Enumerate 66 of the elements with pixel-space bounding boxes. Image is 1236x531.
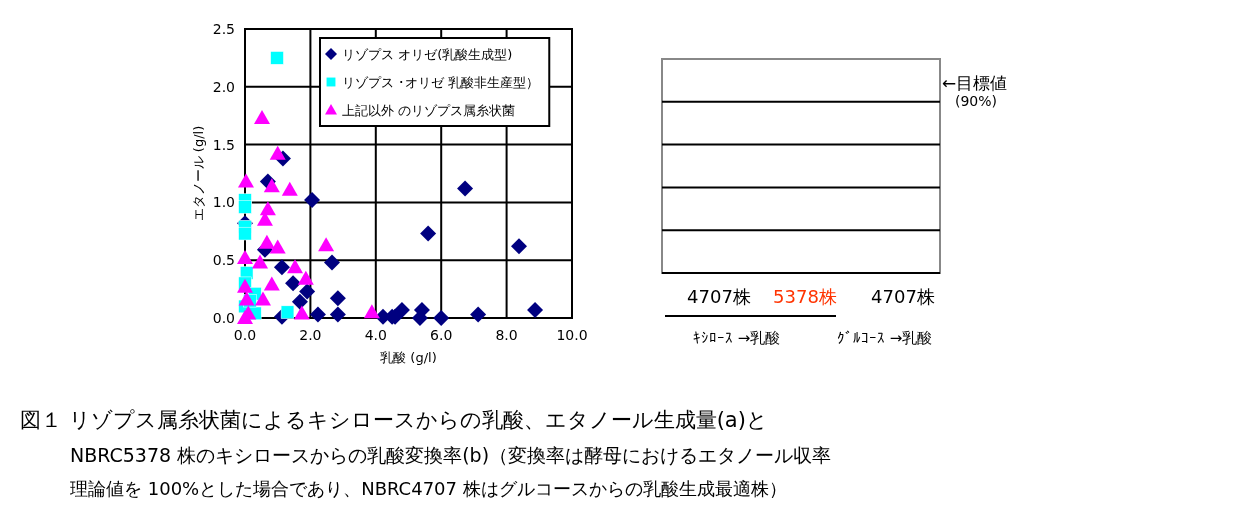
point (287, 259, 304, 274)
category-label: 5378株 (773, 286, 837, 307)
point (433, 310, 450, 326)
x-tick-label: 6.0 (430, 327, 453, 343)
point (263, 276, 280, 291)
point (238, 226, 252, 241)
point (258, 234, 275, 249)
text: ｸﾞﾙｺｰｽ →乳酸 (837, 329, 933, 347)
caption: 図１ リゾプス属糸状菌によるキシロースからの乳酸、エタノール生成量(a)と (20, 408, 768, 432)
point (281, 181, 298, 196)
x-axis-title: 乳酸 (g/l) (380, 350, 437, 365)
x-tick-label: 10.0 (556, 327, 588, 343)
text: 理論値を 100%とした場合であり、NBRC4707 株はグルコースからの乳酸生成最適株） (70, 478, 787, 499)
category-label: 4707株 (687, 286, 751, 307)
y-tick-label: 2.5 (212, 21, 235, 37)
point (304, 192, 321, 209)
text: NBRC5378 株のキシロースからの乳酸変換率(b)（変換率は酵母におけるエタノール収率 (70, 444, 832, 466)
legend-label: リゾプス オリゼ(乳酸生成型) (342, 47, 513, 62)
point (273, 259, 290, 276)
point (309, 306, 326, 323)
x-tick-label: 8.0 (495, 327, 518, 343)
point (252, 254, 269, 269)
point (323, 254, 340, 271)
point (254, 291, 271, 306)
point (393, 301, 410, 318)
x-tick-label: 4.0 (364, 327, 387, 343)
y-axis-title: エタノール (g/l) (191, 125, 206, 222)
y-tick-label: 1.0 (212, 194, 235, 211)
point (280, 305, 295, 319)
point (299, 283, 316, 300)
point (237, 310, 253, 324)
text: (90%) (955, 93, 998, 109)
point (297, 270, 314, 285)
point (237, 173, 254, 188)
point (269, 145, 286, 160)
y-tick-label: 0.5 (212, 252, 235, 269)
legend-label: 上記以外 のリゾプス属糸状菌 (342, 103, 516, 118)
point (269, 239, 286, 254)
point (291, 293, 308, 310)
point (363, 304, 380, 319)
point (318, 237, 335, 252)
point (263, 178, 280, 193)
text: ←目標値 (942, 73, 1008, 93)
legend-label: リゾプス ･オリゼ 乳酸非生産型） (342, 75, 540, 90)
point (270, 51, 284, 65)
point (238, 200, 252, 214)
y-tick-label: 0.0 (212, 310, 235, 326)
point (470, 306, 487, 323)
point (254, 110, 270, 125)
x-tick-label: 0.0 (233, 327, 257, 343)
point (511, 238, 528, 255)
text: ｷｼﾛｰｽ →乳酸 (693, 329, 781, 347)
point (457, 180, 474, 197)
y-tick-label: 1.5 (212, 136, 235, 153)
point (238, 291, 255, 306)
point (329, 290, 346, 307)
point (293, 305, 310, 320)
point (420, 225, 437, 242)
point (285, 275, 302, 292)
point (527, 301, 544, 318)
y-tick-label: 2.0 (212, 78, 235, 95)
point (259, 201, 276, 216)
point (237, 249, 253, 264)
point (329, 306, 346, 323)
category-label: 4707株 (871, 286, 935, 307)
x-tick-label: 2.0 (299, 327, 322, 343)
